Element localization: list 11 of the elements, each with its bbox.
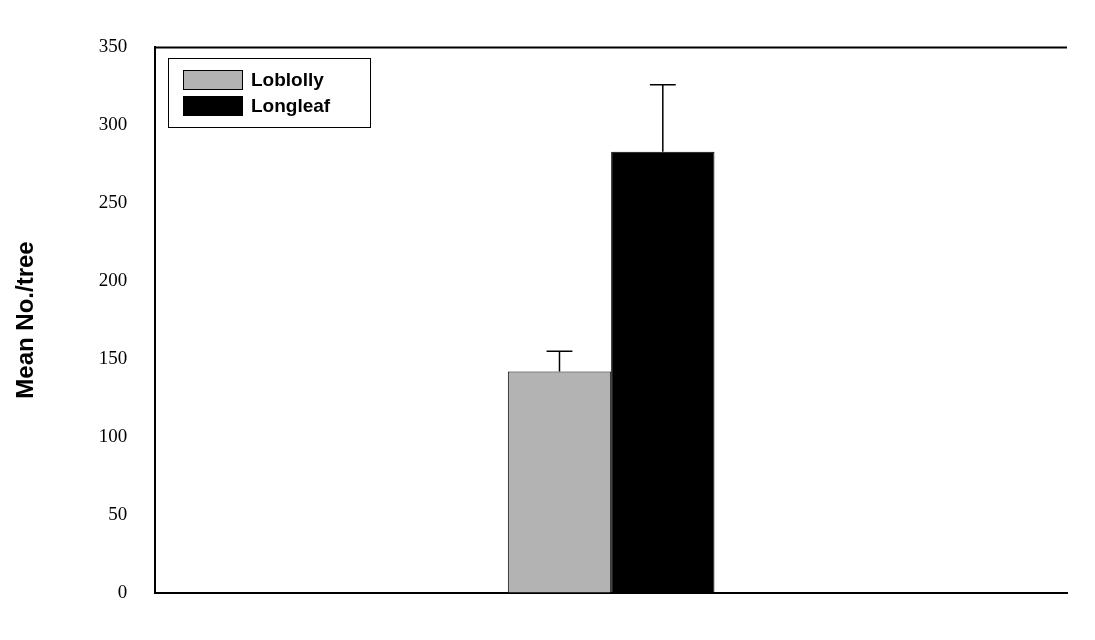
y-tick-label: 100	[98, 424, 128, 446]
y-tick-label: 350	[98, 35, 128, 57]
y-tick-label: 200	[98, 269, 128, 291]
y-tick-label: 0	[117, 580, 128, 602]
y-tick-label: 150	[98, 346, 128, 368]
y-tick-label: 50	[108, 502, 128, 524]
y-axis-title: Mean No./tree	[11, 241, 39, 399]
y-tick-label: 250	[98, 191, 128, 213]
y-tick-label: 300	[98, 113, 128, 135]
legend-label: Loblolly	[251, 68, 324, 92]
legend-label: Longleaf	[251, 94, 331, 118]
